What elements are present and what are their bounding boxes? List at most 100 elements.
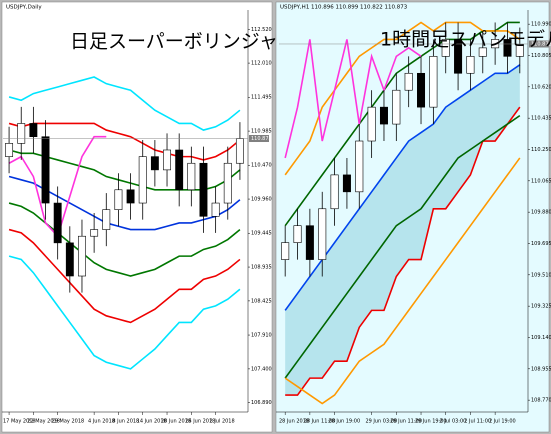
- y-tick-label: 108.770: [531, 398, 551, 404]
- candle-body: [199, 162, 208, 217]
- y-tick-label: 110.250: [531, 147, 551, 153]
- indicator-line: [284, 157, 521, 405]
- panel-background: [1, 1, 273, 433]
- indicator-line: [8, 228, 241, 324]
- x-tick-label: 4 Jun 2018: [88, 419, 115, 425]
- x-tick-label: 2 Jul 19:00: [489, 419, 516, 425]
- y-tick-label: 109.695: [531, 241, 551, 247]
- y-tick-label: 110.470: [251, 163, 272, 169]
- y-tick-label: 110.620: [531, 84, 551, 90]
- x-tick-label: 2 Jul 2018: [210, 419, 235, 425]
- indicator-line: [284, 21, 520, 227]
- y-tick-label: 108.935: [251, 265, 272, 271]
- x-tick-label: 28 Jun 19:00: [328, 419, 360, 425]
- y-tick-label: 109.880: [531, 210, 551, 216]
- indicator-line: [8, 122, 241, 161]
- candle-body: [417, 72, 426, 108]
- chart-header: USDJPY,Daily: [6, 5, 42, 11]
- y-tick-label: 112.520: [251, 27, 272, 33]
- indicator-line: [8, 255, 241, 370]
- candle-body: [5, 143, 14, 157]
- last-price-label: 110.873: [251, 136, 272, 142]
- candle-body: [404, 72, 413, 91]
- y-tick-label: 108.425: [251, 298, 272, 304]
- candle-body: [342, 174, 351, 193]
- candle-body: [65, 242, 74, 277]
- x-tick-label: 2 Jul 11:00: [464, 419, 491, 425]
- x-tick-label: 29 Jun 03:00: [365, 419, 397, 425]
- candle-body: [355, 140, 364, 193]
- candle-body: [126, 189, 135, 204]
- candle-body: [379, 106, 388, 125]
- candle-body: [114, 189, 123, 210]
- indicator-line: [284, 21, 521, 176]
- candle-body: [78, 235, 86, 277]
- candle-body: [53, 202, 62, 244]
- panel: USDJPY,Daily 112.520 112.010 111.495 110.985…: [1, 1, 297, 433]
- y-tick-label: 110.435: [531, 116, 551, 122]
- x-tick-label: 8 Jun 2018: [112, 419, 139, 425]
- panel: USDJPY,H1 110.896 110.899 110.822 110.87…: [275, 1, 551, 433]
- y-tick-label: 106.890: [251, 400, 272, 406]
- candle-body: [429, 56, 438, 108]
- y-tick-label: 107.910: [251, 333, 272, 339]
- x-tick-label: 2 Jul 03:00: [440, 419, 467, 425]
- candle-body: [367, 106, 376, 142]
- candle-body: [17, 123, 26, 144]
- candle-body: [318, 208, 327, 260]
- x-tick-label: 17 May 2018: [3, 419, 36, 425]
- y-tick-label: 110.065: [531, 178, 551, 184]
- indicator-line: [284, 114, 521, 379]
- y-tick-label: 111.495: [251, 95, 272, 101]
- x-tick-label: 22 May 2018: [27, 419, 60, 425]
- candle-body: [150, 156, 159, 171]
- candle-body: [330, 174, 339, 210]
- x-tick-label: 28 Jun 2018: [279, 419, 309, 425]
- candle-body: [441, 39, 450, 57]
- candle-body: [293, 225, 302, 243]
- x-tick-label: 29 Jun 11:00: [390, 419, 422, 425]
- y-tick-label: 110.990: [531, 22, 551, 28]
- candle-body: [454, 39, 463, 74]
- x-tick-label: 28 Jun 11:00: [304, 419, 336, 425]
- chart-header: USDJPY,H1 110.896 110.899 110.822 110.87…: [280, 5, 408, 11]
- candle-body: [223, 162, 232, 204]
- y-tick-label: 110.985: [251, 129, 272, 135]
- candle-body: [41, 136, 50, 204]
- candle-body: [305, 225, 314, 260]
- candle-body: [281, 242, 290, 260]
- candle-body: [235, 138, 244, 164]
- candle-body: [466, 56, 475, 74]
- chart-title: 日足スーパーボリンジャー: [70, 31, 297, 53]
- candle-body: [503, 39, 512, 57]
- x-tick-label: 14 Jun 2018: [137, 419, 167, 425]
- candle-body: [102, 209, 111, 230]
- candle-body: [163, 149, 171, 171]
- span-cloud: [285, 64, 520, 396]
- x-tick-label: 29 Jun 19:00: [415, 419, 447, 425]
- candle-body: [491, 39, 500, 49]
- candle-body: [392, 89, 401, 125]
- y-tick-label: 107.400: [251, 366, 272, 372]
- candle-body: [478, 47, 487, 57]
- y-tick-label: 112.010: [251, 61, 272, 67]
- candle-body: [138, 156, 147, 204]
- y-tick-label: 108.955: [531, 366, 551, 372]
- candle-body: [175, 149, 184, 191]
- candle-body: [90, 229, 99, 237]
- x-tick-label: 26 Jun 2018: [185, 419, 215, 425]
- last-price-box: [249, 135, 269, 143]
- x-tick-label: 29 May 2018: [52, 419, 85, 425]
- last-price-label: 110.873: [531, 41, 551, 47]
- indicator-line: [285, 106, 521, 396]
- candle-body: [515, 44, 524, 57]
- y-tick-label: 109.325: [531, 304, 551, 310]
- chart-title: 1時間足スパンモデル: [380, 29, 551, 51]
- y-tick-label: 109.140: [531, 335, 551, 341]
- last-price-box: [529, 40, 549, 48]
- y-tick-label: 110.805: [531, 53, 551, 59]
- y-tick-label: 109.960: [251, 197, 272, 203]
- candle-body: [211, 202, 220, 217]
- indicator-line: [8, 76, 241, 131]
